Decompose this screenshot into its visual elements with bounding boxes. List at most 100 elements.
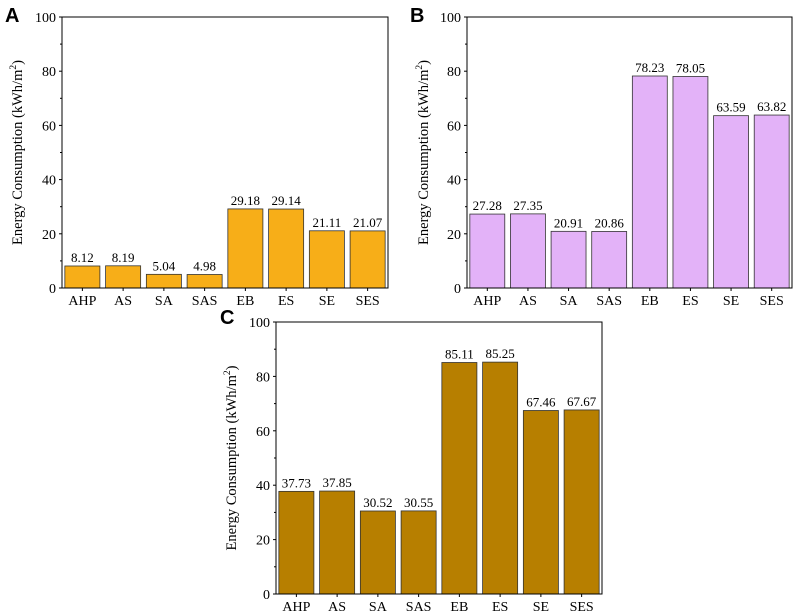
y-tick-label: 60: [256, 425, 270, 440]
x-tick-label-ahp: AHP: [68, 294, 96, 309]
bar-ses: [563, 409, 600, 595]
x-tick-label-se: SE: [723, 294, 739, 309]
data-label-sas: 30.55: [404, 495, 433, 510]
data-label-sas: 20.86: [595, 215, 625, 230]
bar-sa: [359, 510, 396, 595]
x-tick-label-se: SE: [533, 600, 549, 615]
bar-sas: [400, 510, 437, 595]
bar-eb: [631, 75, 668, 289]
y-tick-label: 100: [249, 316, 270, 331]
bar-es: [482, 361, 519, 595]
bar-se: [522, 410, 559, 595]
y-tick-label: 80: [256, 370, 270, 385]
data-label-eb: 78.23: [635, 60, 664, 75]
data-label-sa: 30.52: [363, 495, 392, 510]
bar-sa: [550, 230, 587, 289]
y-tick-label: 20: [42, 228, 56, 243]
x-tick-label-ses: SES: [356, 294, 380, 309]
bar-es: [672, 76, 709, 289]
x-tick-label-es: ES: [492, 600, 508, 615]
panel-letter: C: [220, 307, 234, 329]
bar-as: [319, 490, 356, 595]
y-tick-label: 100: [35, 11, 56, 26]
bar-as: [105, 265, 142, 289]
x-tick-label-sas: SAS: [406, 600, 432, 615]
x-tick-label-sas: SAS: [596, 294, 622, 309]
panel-a: A 8.12 AHP 8.19 AS 5.04 SA 4.98 SAS 29.18 EB 29.14 E…: [5, 5, 389, 309]
bar-ahp: [278, 490, 315, 595]
data-label-ahp: 37.73: [282, 475, 311, 490]
y-tick-label: 40: [256, 479, 270, 494]
x-tick-label-sa: SA: [369, 600, 388, 615]
y-tick-label: 0: [49, 282, 56, 297]
x-tick-label-as: AS: [519, 294, 537, 309]
x-tick-label-sa: SA: [560, 294, 579, 309]
bar-es: [268, 208, 305, 289]
data-label-ses: 21.07: [353, 215, 383, 230]
x-tick-label-eb: EB: [450, 600, 468, 615]
y-tick-label: 40: [447, 174, 461, 189]
x-tick-label-as: AS: [328, 600, 346, 615]
bar-eb: [227, 208, 264, 289]
y-tick-label: 40: [42, 174, 56, 189]
data-label-es: 29.14: [272, 193, 302, 208]
bar-ahp: [469, 213, 506, 289]
data-label-eb: 29.18: [231, 193, 260, 208]
y-tick-label: 60: [447, 119, 461, 134]
y-tick-label: 80: [447, 65, 461, 80]
bar-se: [713, 115, 749, 289]
panel-letter: A: [5, 5, 19, 27]
data-label-sas: 4.98: [193, 259, 216, 274]
bar-as: [510, 213, 546, 289]
x-tick-label-es: ES: [682, 294, 698, 309]
y-tick-label: 80: [42, 65, 56, 80]
data-label-sa: 20.91: [554, 215, 583, 230]
data-label-es: 78.05: [676, 60, 705, 75]
y-axis-title: Energy Consumption (kWh/m2): [223, 365, 240, 550]
data-label-as: 27.35: [513, 198, 542, 213]
data-label-se: 21.11: [312, 215, 341, 230]
x-tick-label-sa: SA: [155, 294, 174, 309]
bar-eb: [441, 362, 478, 595]
y-tick-label: 20: [447, 228, 461, 243]
x-tick-label-eb: EB: [236, 294, 254, 309]
x-tick-label-eb: EB: [641, 294, 659, 309]
bar-sas: [591, 231, 628, 289]
data-label-eb: 85.11: [445, 347, 474, 362]
data-label-ses: 67.67: [567, 394, 597, 409]
data-label-ahp: 8.12: [71, 250, 94, 265]
panel-b: B 27.28 AHP 27.35 AS 20.91 SA 20.86 SAS 78.23 EB 78…: [410, 5, 793, 309]
y-tick-label: 0: [454, 282, 461, 297]
x-tick-label-se: SE: [319, 294, 335, 309]
panel-c: C 37.73 AHP 37.85 AS 30.52 SA 30.55 SAS 85.11 EB 85…: [220, 307, 603, 615]
bar-se: [308, 230, 345, 289]
bar-sa: [145, 273, 182, 289]
bar-sas: [186, 274, 223, 289]
y-tick-label: 20: [256, 534, 270, 549]
x-tick-label-ahp: AHP: [473, 294, 501, 309]
data-label-ahp: 27.28: [473, 198, 502, 213]
y-tick-label: 0: [263, 588, 270, 603]
x-tick-label-sas: SAS: [192, 294, 218, 309]
data-label-sa: 5.04: [153, 258, 176, 273]
bar-ses: [753, 114, 790, 289]
x-tick-label-ahp: AHP: [282, 600, 310, 615]
data-label-es: 85.25: [486, 346, 515, 361]
x-tick-label-as: AS: [114, 294, 132, 309]
y-axis-title: Energy Consumption (kWh/m2): [9, 60, 26, 245]
y-tick-label: 60: [42, 119, 56, 134]
data-label-se: 63.59: [716, 100, 745, 115]
y-tick-label: 100: [440, 11, 461, 26]
panel-letter: B: [410, 5, 424, 27]
data-label-as: 8.19: [112, 250, 135, 265]
data-label-se: 67.46: [526, 395, 556, 410]
x-tick-label-es: ES: [278, 294, 294, 309]
bar-ahp: [64, 265, 101, 289]
x-tick-label-ses: SES: [570, 600, 594, 615]
data-label-as: 37.85: [323, 475, 352, 490]
y-axis-title: Energy Consumption (kWh/m2): [415, 60, 432, 245]
x-tick-label-ses: SES: [760, 294, 784, 309]
bar-ses: [349, 230, 386, 289]
data-label-ses: 63.82: [757, 99, 786, 114]
